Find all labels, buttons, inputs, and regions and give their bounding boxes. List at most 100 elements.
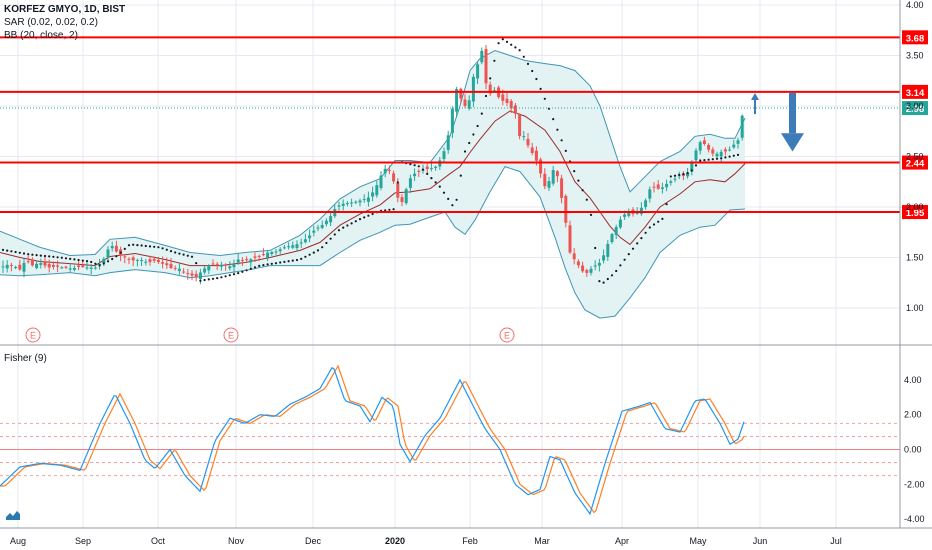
candle-body [740,115,744,138]
up-candle [404,187,408,205]
up-candle [551,165,555,186]
sar-dot [253,266,257,269]
fisher-trigger-line [0,364,745,514]
candle-body [26,261,30,263]
candle-body [232,264,236,268]
drawing-arrows[interactable] [751,92,804,152]
candle-body [702,140,706,144]
sar-dot [459,174,462,177]
price-tick-label: 3.50 [906,51,924,61]
symbol-title: KORFEZ GMYO, 1D, BIST [4,4,126,15]
up-arrow-head-icon[interactable] [751,92,759,100]
sar-dot [392,208,395,211]
sar-dot [144,244,147,248]
sar-dot [304,255,307,258]
tradingview-logo-icon[interactable] [4,508,22,522]
sar-dot [148,245,152,248]
candle-body [316,227,320,229]
earnings-marker-icon[interactable] [25,327,41,343]
sar-dot [535,77,538,81]
price-tick-label: 4.00 [906,0,924,10]
sar-dot [241,270,244,273]
up-candle [291,241,295,250]
time-tick-label: Oct [151,536,166,546]
earnings-marker-icon[interactable] [223,327,239,343]
down-candle [568,220,572,255]
down-candle [152,256,156,264]
sar-dot [505,40,509,44]
sar-dot [174,251,177,254]
candle-body [518,114,522,136]
sar-dot [367,214,370,217]
candle-body [249,259,253,263]
fisher-legend[interactable]: Fisher (9) [4,353,47,364]
sar-legend[interactable]: SAR (0.02, 0.02, 0.2) [4,17,98,28]
candle-body [560,178,564,198]
up-candle [282,245,286,250]
candle-body [182,271,186,273]
candle-body [597,262,601,266]
candle-body [106,249,110,258]
sar-dot [631,247,635,250]
candle-body [455,89,459,112]
sar-dot [295,258,299,262]
candle-body [43,261,47,266]
candle-body [358,200,362,203]
bb-legend[interactable]: BB (20, close, 2) [4,30,78,41]
sar-dot [388,208,391,211]
candle-body [484,49,488,84]
up-candle [732,139,736,150]
candle-body [463,99,467,106]
earnings-marker-icon[interactable] [499,327,515,343]
sar-dot [510,43,513,46]
sar-dot [220,276,223,279]
candle-body [165,263,169,266]
up-candle [602,249,606,264]
sar-dot [27,253,30,256]
horizontal-levels[interactable]: 3.68 3.14 2.44 1.95 2.98 [0,30,928,220]
sar-dot [216,277,219,280]
sar-dot [354,220,357,223]
candle-body [51,265,55,267]
down-candle [173,265,177,271]
candle-body [627,212,631,216]
sar-dot [606,277,609,281]
up-candle [354,200,358,205]
candle-body [186,273,190,275]
price-tick-label: 3.00 [906,101,924,111]
up-candle [72,265,76,272]
up-candle [22,258,26,278]
candle-body [156,259,160,263]
candle-body [610,234,614,242]
down-arrow-shaft[interactable] [789,92,796,134]
down-candle [711,147,715,157]
sar-dot [199,279,202,282]
down-arrow-head-icon[interactable] [781,133,804,152]
down-candle [26,255,30,264]
candle-body [140,260,144,262]
down-candle [253,252,257,262]
sar-dot [123,247,126,250]
up-candle [450,106,454,139]
sar-dot [669,175,672,178]
up-candle [329,210,333,227]
up-candle [249,257,253,268]
candle-body [257,255,261,257]
candle-body [194,273,198,278]
candle-body [446,135,450,150]
time-tick-label: Jul [830,536,842,546]
candle-body [526,138,530,146]
sar-dot [711,158,714,161]
earnings-marker-label: E [504,331,510,341]
candle-body [161,262,165,264]
candle-body [22,262,26,272]
down-candle [161,256,165,269]
up-candle [207,264,211,275]
up-candle [375,180,379,198]
sar-dot [514,46,517,49]
candle-body [476,64,480,79]
up-candle [89,263,93,275]
candle-body [450,108,454,134]
